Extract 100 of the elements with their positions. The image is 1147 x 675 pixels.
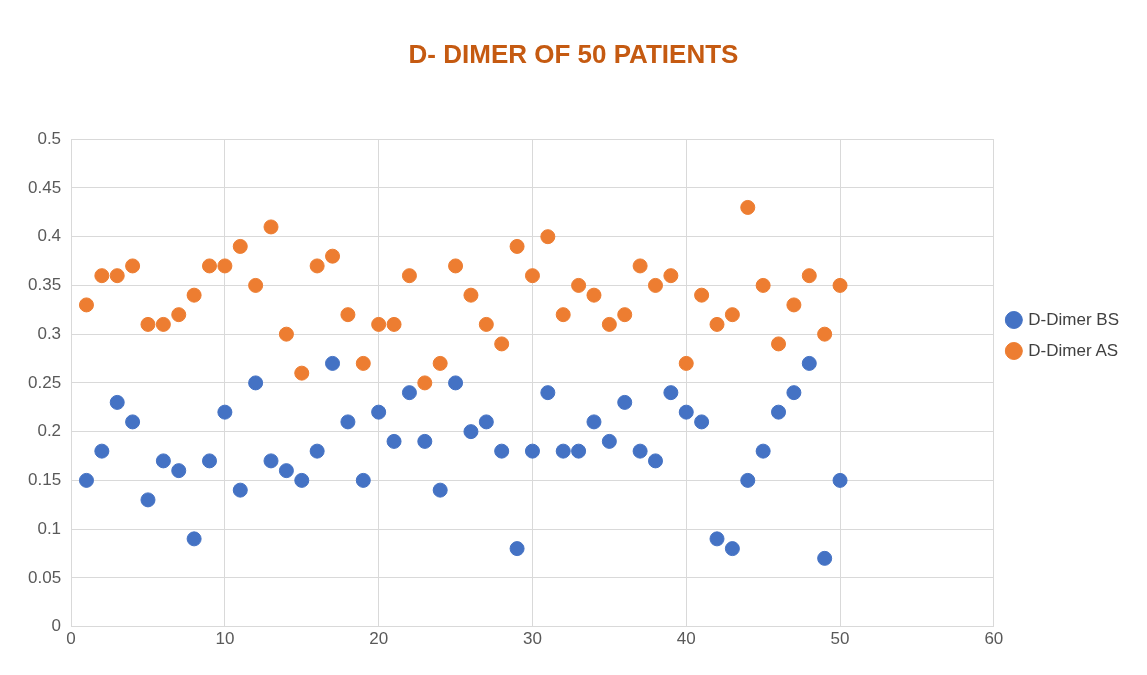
- point: [448, 258, 464, 274]
- point: [494, 443, 510, 459]
- legend-label: D-Dimer AS: [1028, 340, 1119, 360]
- point: [294, 365, 310, 381]
- point: [786, 297, 802, 313]
- x-tick-label: 30: [523, 629, 542, 649]
- point: [432, 355, 448, 371]
- point: [478, 316, 494, 332]
- point: [140, 316, 156, 332]
- point: [448, 375, 464, 391]
- point: [294, 472, 310, 488]
- x-tick-label: 40: [676, 629, 696, 649]
- point: [524, 268, 540, 284]
- y-tick-label: 0.45: [27, 177, 62, 197]
- point: [632, 443, 648, 459]
- point: [325, 248, 341, 264]
- x-tick-label: 60: [984, 629, 1004, 649]
- point: [232, 482, 248, 498]
- point: [217, 258, 233, 274]
- point: [801, 268, 817, 284]
- point: [125, 258, 141, 274]
- point: [94, 268, 110, 284]
- point: [801, 355, 817, 371]
- point: [571, 443, 587, 459]
- point: [417, 433, 433, 449]
- point: [417, 375, 433, 391]
- point: [171, 307, 187, 323]
- point: [586, 414, 602, 430]
- point: [771, 336, 787, 352]
- point: [155, 453, 171, 469]
- point: [509, 238, 525, 254]
- point: [817, 326, 833, 342]
- point: [724, 541, 740, 557]
- point: [94, 443, 110, 459]
- point: [571, 277, 587, 293]
- point: [340, 307, 356, 323]
- point: [755, 443, 771, 459]
- point: [109, 394, 125, 410]
- point: [678, 404, 694, 420]
- point: [709, 531, 725, 547]
- point: [202, 453, 217, 469]
- y-tick-label: 0.3: [37, 323, 62, 343]
- point: [601, 316, 617, 332]
- point: [601, 433, 617, 449]
- point: [755, 277, 771, 293]
- point: [740, 199, 756, 215]
- legend-label: D-Dimer BS: [1028, 309, 1119, 329]
- point: [263, 453, 279, 469]
- point: [647, 277, 663, 293]
- point: [494, 336, 510, 352]
- point: [217, 404, 233, 420]
- point: [832, 472, 848, 488]
- y-tick-label: 0.5: [37, 128, 62, 148]
- point: [401, 385, 417, 401]
- y-tick-label: 0: [51, 616, 62, 636]
- point: [140, 492, 156, 508]
- y-tick-label: 0.25: [27, 372, 62, 392]
- point: [540, 385, 556, 401]
- point: [694, 287, 710, 303]
- point: [617, 307, 633, 323]
- point: [524, 443, 540, 459]
- y-tick-label: 0.4: [37, 226, 62, 246]
- point: [786, 385, 802, 401]
- point: [832, 277, 848, 293]
- point: [78, 297, 94, 313]
- y-tick-label: 0.35: [27, 275, 62, 295]
- point: [463, 287, 479, 303]
- point: [340, 414, 356, 430]
- point: [309, 258, 325, 274]
- point: [555, 443, 571, 459]
- point: [278, 463, 294, 479]
- point: [386, 316, 402, 332]
- point: [232, 238, 248, 254]
- point: [78, 472, 94, 488]
- point: [309, 443, 325, 459]
- point: [125, 414, 141, 430]
- point: [478, 414, 494, 430]
- x-tick-label: 0: [66, 629, 76, 649]
- point: [401, 268, 417, 284]
- x-tick-label: 10: [215, 629, 235, 649]
- point: [109, 268, 125, 284]
- point: [817, 550, 833, 566]
- point: [371, 316, 387, 332]
- point: [155, 316, 171, 332]
- x-tick-label: 20: [369, 629, 389, 649]
- y-tick-label: 0.2: [37, 421, 62, 441]
- point: [740, 472, 756, 488]
- point: [186, 531, 202, 547]
- point: [632, 258, 648, 274]
- point: [202, 258, 217, 274]
- point: [355, 355, 371, 371]
- point: [463, 424, 479, 440]
- point: [555, 307, 571, 323]
- point: [663, 268, 679, 284]
- point: [371, 404, 387, 420]
- point: [678, 355, 694, 371]
- point: [694, 414, 710, 430]
- point: [386, 433, 402, 449]
- point: [509, 541, 525, 557]
- point: [186, 287, 202, 303]
